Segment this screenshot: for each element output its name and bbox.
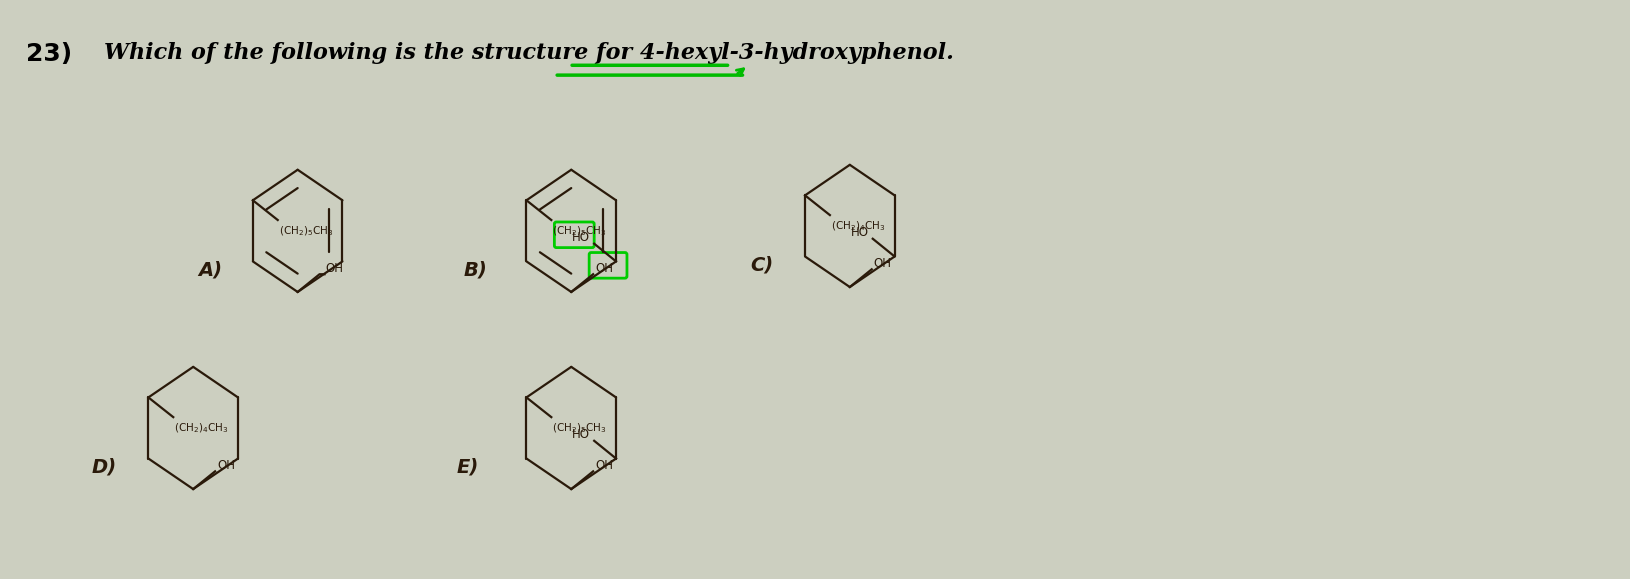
Text: $\mathregular{(CH_2)_5CH_3}$: $\mathregular{(CH_2)_5CH_3}$ <box>553 421 606 435</box>
Text: Which of the following is the structure for 4-hexyl-3-hydroxyphenol.: Which of the following is the structure … <box>104 42 954 64</box>
Text: $\mathregular{(CH_2)_4CH_3}$: $\mathregular{(CH_2)_4CH_3}$ <box>831 219 885 233</box>
Text: E): E) <box>456 457 479 477</box>
Text: HO: HO <box>572 428 590 441</box>
Text: OH: OH <box>217 459 235 472</box>
Text: $\mathregular{(CH_2)_4CH_3}$: $\mathregular{(CH_2)_4CH_3}$ <box>174 421 228 435</box>
Text: D): D) <box>91 457 117 477</box>
Text: B): B) <box>465 260 487 279</box>
Text: OH: OH <box>874 257 892 270</box>
Text: $\mathregular{(CH_2)_5CH_3}$: $\mathregular{(CH_2)_5CH_3}$ <box>279 224 333 237</box>
Text: $\mathregular{(CH_2)_5CH_3}$: $\mathregular{(CH_2)_5CH_3}$ <box>553 224 606 237</box>
Text: HO: HO <box>851 226 869 239</box>
Text: OH: OH <box>595 459 613 472</box>
Text: OH: OH <box>326 262 344 275</box>
Text: HO: HO <box>572 231 590 244</box>
Text: 23): 23) <box>26 42 72 65</box>
Text: C): C) <box>750 255 774 274</box>
Text: OH: OH <box>595 262 613 275</box>
Text: A): A) <box>199 260 222 279</box>
